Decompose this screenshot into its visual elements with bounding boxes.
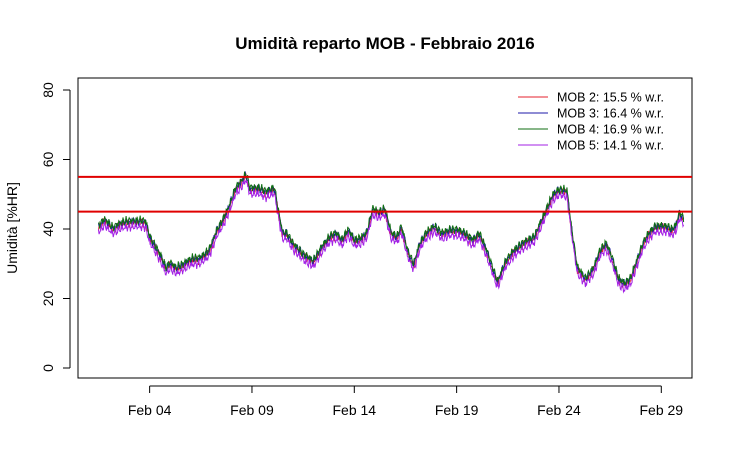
y-tick-label: 60: [40, 152, 56, 168]
series-line-3: [98, 171, 685, 286]
y-tick-label: 80: [40, 82, 56, 98]
legend-label-4: MOB 5: 14.1 % w.r.: [557, 139, 664, 153]
legend-label-3: MOB 4: 16.9 % w.r.: [557, 123, 664, 137]
legend-label-1: MOB 2: 15.5 % w.r.: [557, 91, 664, 105]
legend: MOB 2: 15.5 % w.r. MOB 3: 16.4 % w.r. MOB …: [518, 91, 664, 153]
x-tick-label: Feb 14: [333, 402, 377, 418]
y-axis-label: Umidità [%HR]: [4, 182, 20, 274]
x-axis: Feb 04 Feb 09 Feb 14 Feb 19 Feb 24 Feb 29: [128, 385, 684, 418]
series-line-4: [97, 179, 685, 294]
y-tick-label: 0: [40, 364, 56, 372]
chart-title: Umidità reparto MOB - Febbraio 2016: [235, 34, 534, 53]
x-tick-label: Feb 29: [640, 402, 684, 418]
plot-frame: [77, 77, 693, 379]
y-tick-label: 20: [40, 291, 56, 307]
y-tick-label: 40: [40, 221, 56, 237]
x-tick-label: Feb 19: [435, 402, 479, 418]
x-tick-label: Feb 09: [230, 402, 274, 418]
y-axis: 0 20 40 60 80: [40, 82, 71, 372]
series-layer: [97, 171, 685, 294]
x-tick-label: Feb 04: [128, 402, 172, 418]
threshold-layer: [78, 175, 692, 213]
x-tick-label: Feb 24: [537, 402, 581, 418]
legend-label-2: MOB 3: 16.4 % w.r.: [557, 107, 664, 121]
